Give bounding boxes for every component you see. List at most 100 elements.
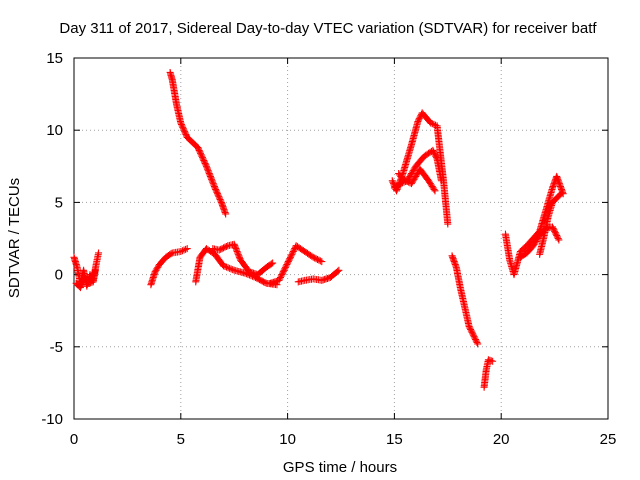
data-point: [406, 172, 414, 180]
data-point: [182, 245, 190, 253]
data-point: [197, 149, 205, 157]
data-point: [202, 162, 210, 170]
data-point: [554, 235, 562, 242]
data-point: [180, 126, 188, 134]
data-point: [152, 266, 160, 274]
data-point: [283, 260, 291, 268]
data-point: [212, 185, 220, 193]
data-point: [287, 252, 295, 260]
data-point: [415, 116, 423, 124]
data-point: [230, 240, 238, 248]
series-arc-16: [536, 190, 565, 258]
y-tick-label: -5: [50, 339, 63, 356]
data-point: [177, 247, 185, 255]
data-point: [182, 131, 190, 139]
data-point: [282, 262, 290, 270]
data-point: [215, 194, 223, 202]
x-tick-label: 10: [279, 431, 296, 448]
data-point: [284, 259, 292, 267]
data-point: [151, 268, 159, 276]
data-point: [211, 184, 219, 192]
data-point: [269, 259, 277, 267]
x-tick-label: 15: [386, 431, 403, 448]
data-point: [279, 269, 287, 277]
data-point: [286, 255, 294, 263]
data-point: [289, 249, 297, 257]
data-point: [430, 120, 438, 128]
data-point: [91, 266, 99, 274]
data-point: [203, 164, 211, 172]
data-point: [209, 180, 217, 188]
x-tick-label: 25: [600, 431, 617, 448]
data-point: [549, 224, 557, 232]
data-point: [226, 264, 234, 272]
data-point: [466, 324, 474, 332]
data-point: [231, 243, 239, 251]
series-arc-3: [147, 245, 191, 289]
data-point: [278, 271, 286, 279]
data-point: [154, 263, 162, 271]
data-point: [396, 180, 404, 188]
data-point: [194, 144, 202, 152]
data-point: [233, 246, 241, 254]
data-point: [550, 226, 558, 234]
data-point: [469, 330, 477, 338]
data-point: [388, 177, 396, 185]
data-point: [95, 249, 103, 257]
data-point: [177, 120, 185, 128]
data-point: [334, 267, 342, 275]
data-point: [234, 249, 242, 257]
data-point: [467, 327, 475, 335]
data-point: [432, 154, 440, 162]
data-point: [553, 233, 561, 241]
series-arc-12: [448, 252, 482, 348]
data-point: [556, 191, 564, 199]
data-point: [206, 171, 214, 179]
data-point: [267, 260, 275, 268]
data-point: [220, 262, 228, 270]
data-point: [286, 253, 294, 261]
data-point: [276, 275, 284, 283]
data-point: [213, 188, 221, 196]
data-point: [208, 175, 216, 183]
series-arc-4: [166, 68, 230, 218]
y-tick-label: 5: [55, 194, 63, 211]
data-point: [179, 125, 187, 133]
data-point: [444, 220, 452, 228]
series-arc-14: [501, 172, 567, 279]
data-point: [427, 119, 435, 127]
data-point: [210, 181, 218, 189]
data-point: [335, 266, 343, 274]
data-point: [215, 193, 223, 201]
data-point: [167, 250, 175, 258]
data-point: [78, 279, 86, 287]
y-tick-label: -10: [41, 411, 63, 428]
data-point: [200, 157, 208, 165]
data-point: [224, 264, 232, 272]
data-point: [231, 242, 239, 250]
data-point: [409, 167, 417, 175]
series-arc-11: [395, 165, 439, 195]
data-point: [222, 242, 230, 250]
data-point: [199, 155, 207, 163]
data-point: [196, 148, 204, 156]
data-point: [553, 232, 561, 240]
data-point: [284, 258, 292, 266]
data-point: [153, 265, 161, 273]
data-point: [413, 171, 421, 179]
data-point: [234, 250, 242, 258]
data-point: [235, 253, 243, 261]
data-point: [207, 174, 215, 182]
data-point: [198, 152, 206, 160]
data-point: [77, 282, 85, 290]
series-arc-2: [72, 266, 99, 292]
data-point: [408, 168, 416, 176]
data-point: [289, 247, 297, 255]
data-point: [470, 333, 478, 341]
data-point: [412, 172, 420, 180]
data-point: [180, 246, 188, 254]
chart-title: Day 311 of 2017, Sidereal Day-to-day VTE…: [59, 20, 597, 37]
data-point: [428, 120, 436, 128]
data-points: [70, 68, 567, 391]
